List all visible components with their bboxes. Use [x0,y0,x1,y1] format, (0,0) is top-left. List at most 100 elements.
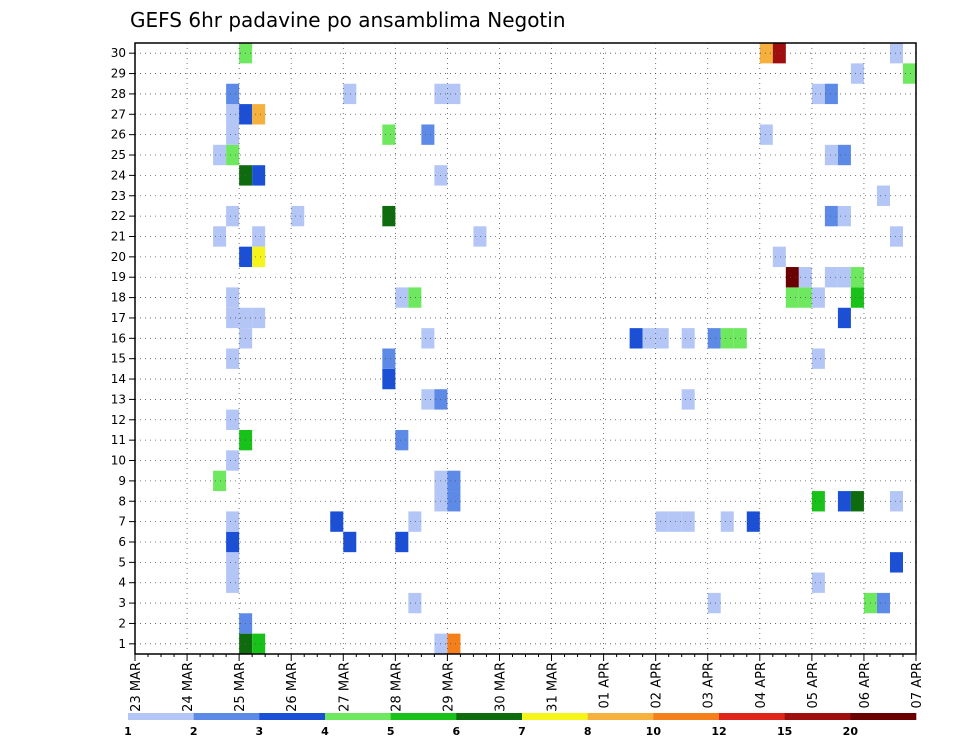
heatmap-cell [226,144,240,166]
y-tick-label: 21 [111,229,126,243]
heatmap-cell [291,205,305,227]
colorbar-segment [390,713,457,720]
heatmap-cell [811,572,825,593]
x-tick-label: 23 MAR [129,662,144,712]
x-tick-label: 24 MAR [181,662,196,712]
x-tick-label: 06 APR [858,662,873,708]
y-tick-label: 17 [111,311,126,325]
heatmap-cell [811,83,825,105]
heatmap-cell [824,83,838,105]
y-tick-label: 2 [118,616,126,630]
heatmap-cell [720,328,734,349]
y-tick-label: 7 [118,515,126,529]
heatmap-cell [837,491,851,512]
heatmap-cell [226,409,240,430]
y-tick-label: 16 [111,331,126,345]
y-tick-label: 9 [118,474,126,488]
colorbar-label: 2 [190,725,198,738]
heatmap-cell [629,328,643,349]
heatmap-cell [850,63,864,84]
heatmap-cell [889,491,903,512]
y-tick-label: 27 [111,107,126,121]
heatmap-cell [343,83,357,105]
x-tick-label: 30 MAR [493,662,508,712]
heatmap-cell [876,185,890,206]
heatmap-cell [720,511,734,532]
heatmap-cell [226,124,240,145]
heatmap-cell [681,389,695,410]
heatmap-cell [889,43,903,64]
colorbar-segment [259,713,326,720]
heatmap-cell [226,348,240,369]
y-tick-label: 15 [111,352,126,366]
colorbar-segment [193,713,260,720]
y-tick-label: 13 [111,392,126,406]
y-tick-label: 12 [111,413,126,427]
heatmap-cell [226,552,240,573]
y-tick-label: 23 [111,189,126,203]
heatmap-cell [850,267,864,288]
x-tick-label: 03 APR [702,662,717,708]
heatmap-cell [421,328,435,349]
heatmap-cell [408,287,422,308]
colorbar-label: 12 [711,725,726,738]
heatmap-cell [707,328,721,349]
heatmap-cell [759,43,773,64]
heatmap-cell [707,592,721,614]
y-tick-label: 11 [111,433,126,447]
heatmap-cell [655,328,669,349]
x-tick-label: 25 MAR [233,662,248,712]
heatmap-cell [382,205,396,227]
heatmap-cell [837,267,851,288]
heatmap-cell [447,470,461,492]
colorbar-segment [719,713,785,720]
heatmap-cell [642,328,656,349]
colorbar-segment [653,713,720,720]
heatmap-cell [226,205,240,227]
x-tick-label: 31 MAR [546,662,561,712]
heatmap-cell [226,287,240,308]
x-tick-label: 28 MAR [389,662,404,712]
colorbar-label: 3 [256,725,264,738]
heatmap-cell [382,348,396,369]
x-tick-label: 05 APR [806,662,821,708]
y-tick-label: 26 [111,128,126,142]
heatmap-cell [824,267,838,288]
colorbar-segment [522,713,588,720]
heatmap-cell [447,83,461,105]
heatmap-cell [395,531,409,553]
colorbar-segment [850,713,917,720]
heatmap-cell [772,246,786,268]
heatmap-cell [759,124,773,145]
heatmap-cell [902,63,916,84]
heatmap-cell [213,226,227,247]
heatmap-cell [785,287,799,308]
x-tick-label: 04 APR [754,662,769,708]
colorbar-segment [325,713,391,720]
y-tick-label: 28 [111,87,126,101]
y-tick-label: 29 [111,67,126,81]
heatmap-cell [213,144,227,166]
y-tick-label: 14 [111,372,126,386]
heatmap-cell [447,491,461,512]
heatmap-cell [252,104,266,125]
colorbar-label: 15 [777,725,792,738]
x-tick-label: 27 MAR [337,662,352,712]
heatmap-cell [213,470,227,492]
heatmap-cell [395,429,409,451]
heatmap-cell [395,287,409,308]
heatmap-cell [226,511,240,532]
colorbar-label: 10 [646,725,662,738]
y-tick-label: 3 [118,596,126,610]
heatmap-cell [226,531,240,553]
colorbar-label: 7 [518,725,526,738]
heatmap-cell [330,511,344,532]
colorbar-segment [784,713,851,720]
grid-lines [135,43,916,654]
heatmap-cell [811,287,825,308]
heatmap-cell [226,104,240,125]
y-tick-label: 22 [111,209,126,223]
heatmap-cell [421,389,435,410]
colorbar-segment [128,713,194,720]
